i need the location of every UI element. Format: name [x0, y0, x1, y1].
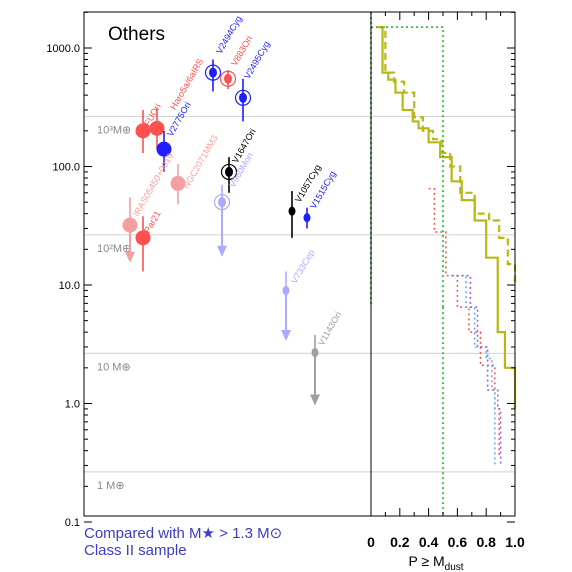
upper-limit-arrow	[310, 394, 320, 406]
data-point	[288, 191, 296, 238]
marker	[122, 217, 138, 233]
y-tick-label: 1.0	[65, 399, 80, 411]
marker	[218, 197, 226, 208]
marker	[288, 206, 296, 216]
data-point	[170, 163, 186, 205]
marker	[282, 285, 290, 295]
marker-ring	[204, 64, 222, 81]
data-point	[234, 78, 252, 122]
mass-reference-label: 1 M⊕	[97, 480, 125, 492]
marker	[149, 120, 165, 136]
x-tick-label: 0.8	[476, 534, 496, 550]
data-point	[303, 207, 311, 229]
mass-reference-lines: 10³M⊕ 10²M⊕ 10 M⊕ 1 M⊕	[84, 115, 515, 492]
y-tick-label: 100.0	[52, 162, 80, 174]
data-point	[156, 130, 172, 172]
chart-title: Others	[108, 24, 165, 45]
x-axis-label: P ≥ Mdust	[408, 553, 463, 572]
axes: 0.1 1.0 10.0 100.0 1000.0 0 0.2 0.4 0.6 0.8 1.0 P ≥…	[46, 11, 525, 572]
data-point	[122, 197, 138, 263]
data-point	[310, 334, 320, 406]
data-label: V733Cep	[289, 248, 316, 286]
marker	[239, 92, 247, 103]
marker-ring	[234, 89, 252, 106]
marker-ring	[219, 70, 237, 87]
marker	[225, 166, 233, 177]
data-point	[281, 271, 291, 342]
data-point	[213, 184, 231, 257]
marker	[224, 73, 232, 84]
step-curve	[451, 274, 502, 466]
step-curve	[428, 187, 500, 458]
data-point	[149, 108, 165, 150]
step-curve	[378, 26, 517, 409]
y-tick-label: 0.1	[65, 517, 80, 529]
data-point	[135, 216, 151, 272]
upper-limit-arrow	[217, 245, 227, 257]
data-label: Par21	[142, 209, 163, 235]
marker	[135, 230, 151, 246]
marker	[170, 175, 186, 191]
marker	[209, 67, 217, 78]
marker	[135, 123, 151, 139]
x-tick-label: 1.0	[505, 534, 525, 550]
data-point	[135, 109, 151, 153]
upper-limit-arrow	[281, 330, 291, 342]
cumulative-probability-curves	[370, 12, 517, 516]
marker	[156, 141, 172, 157]
upper-limit-arrow	[125, 251, 135, 263]
caption-line-1: Compared with M★ > 1.3 M⊙	[84, 525, 283, 542]
data-label: IRAS05450+0019	[131, 151, 175, 218]
data-label: NGC2071MM3	[181, 133, 220, 190]
data-labels: FUOriHaro5a/6aIRSPar21V883OriV2775OriV24…	[131, 14, 343, 347]
marker	[311, 347, 319, 357]
mass-reference-label: 10 M⊕	[97, 361, 131, 373]
x-tick-label: 0.4	[419, 534, 439, 550]
data-point	[220, 157, 238, 193]
data-point	[219, 70, 237, 90]
marker	[303, 213, 311, 223]
data-points	[122, 59, 320, 406]
mass-reference-label: 10²M⊕	[97, 243, 131, 255]
y-tick-label: 1000.0	[46, 43, 80, 55]
x-tick-label: 0.6	[448, 534, 468, 550]
mass-reference-label: 10³M⊕	[97, 124, 131, 136]
step-curve	[378, 26, 517, 285]
data-point	[204, 59, 222, 92]
x-tick-label: 0.2	[390, 534, 410, 550]
marker-ring	[213, 194, 231, 211]
step-curve	[371, 26, 444, 308]
plot-frame	[83, 11, 516, 517]
marker-ring	[220, 163, 238, 181]
y-tick-label: 10.0	[59, 280, 80, 292]
caption-line-2: Class II sample	[84, 542, 187, 559]
x-tick-label: 0	[367, 534, 375, 550]
data-label: V1143Ori	[316, 310, 343, 347]
